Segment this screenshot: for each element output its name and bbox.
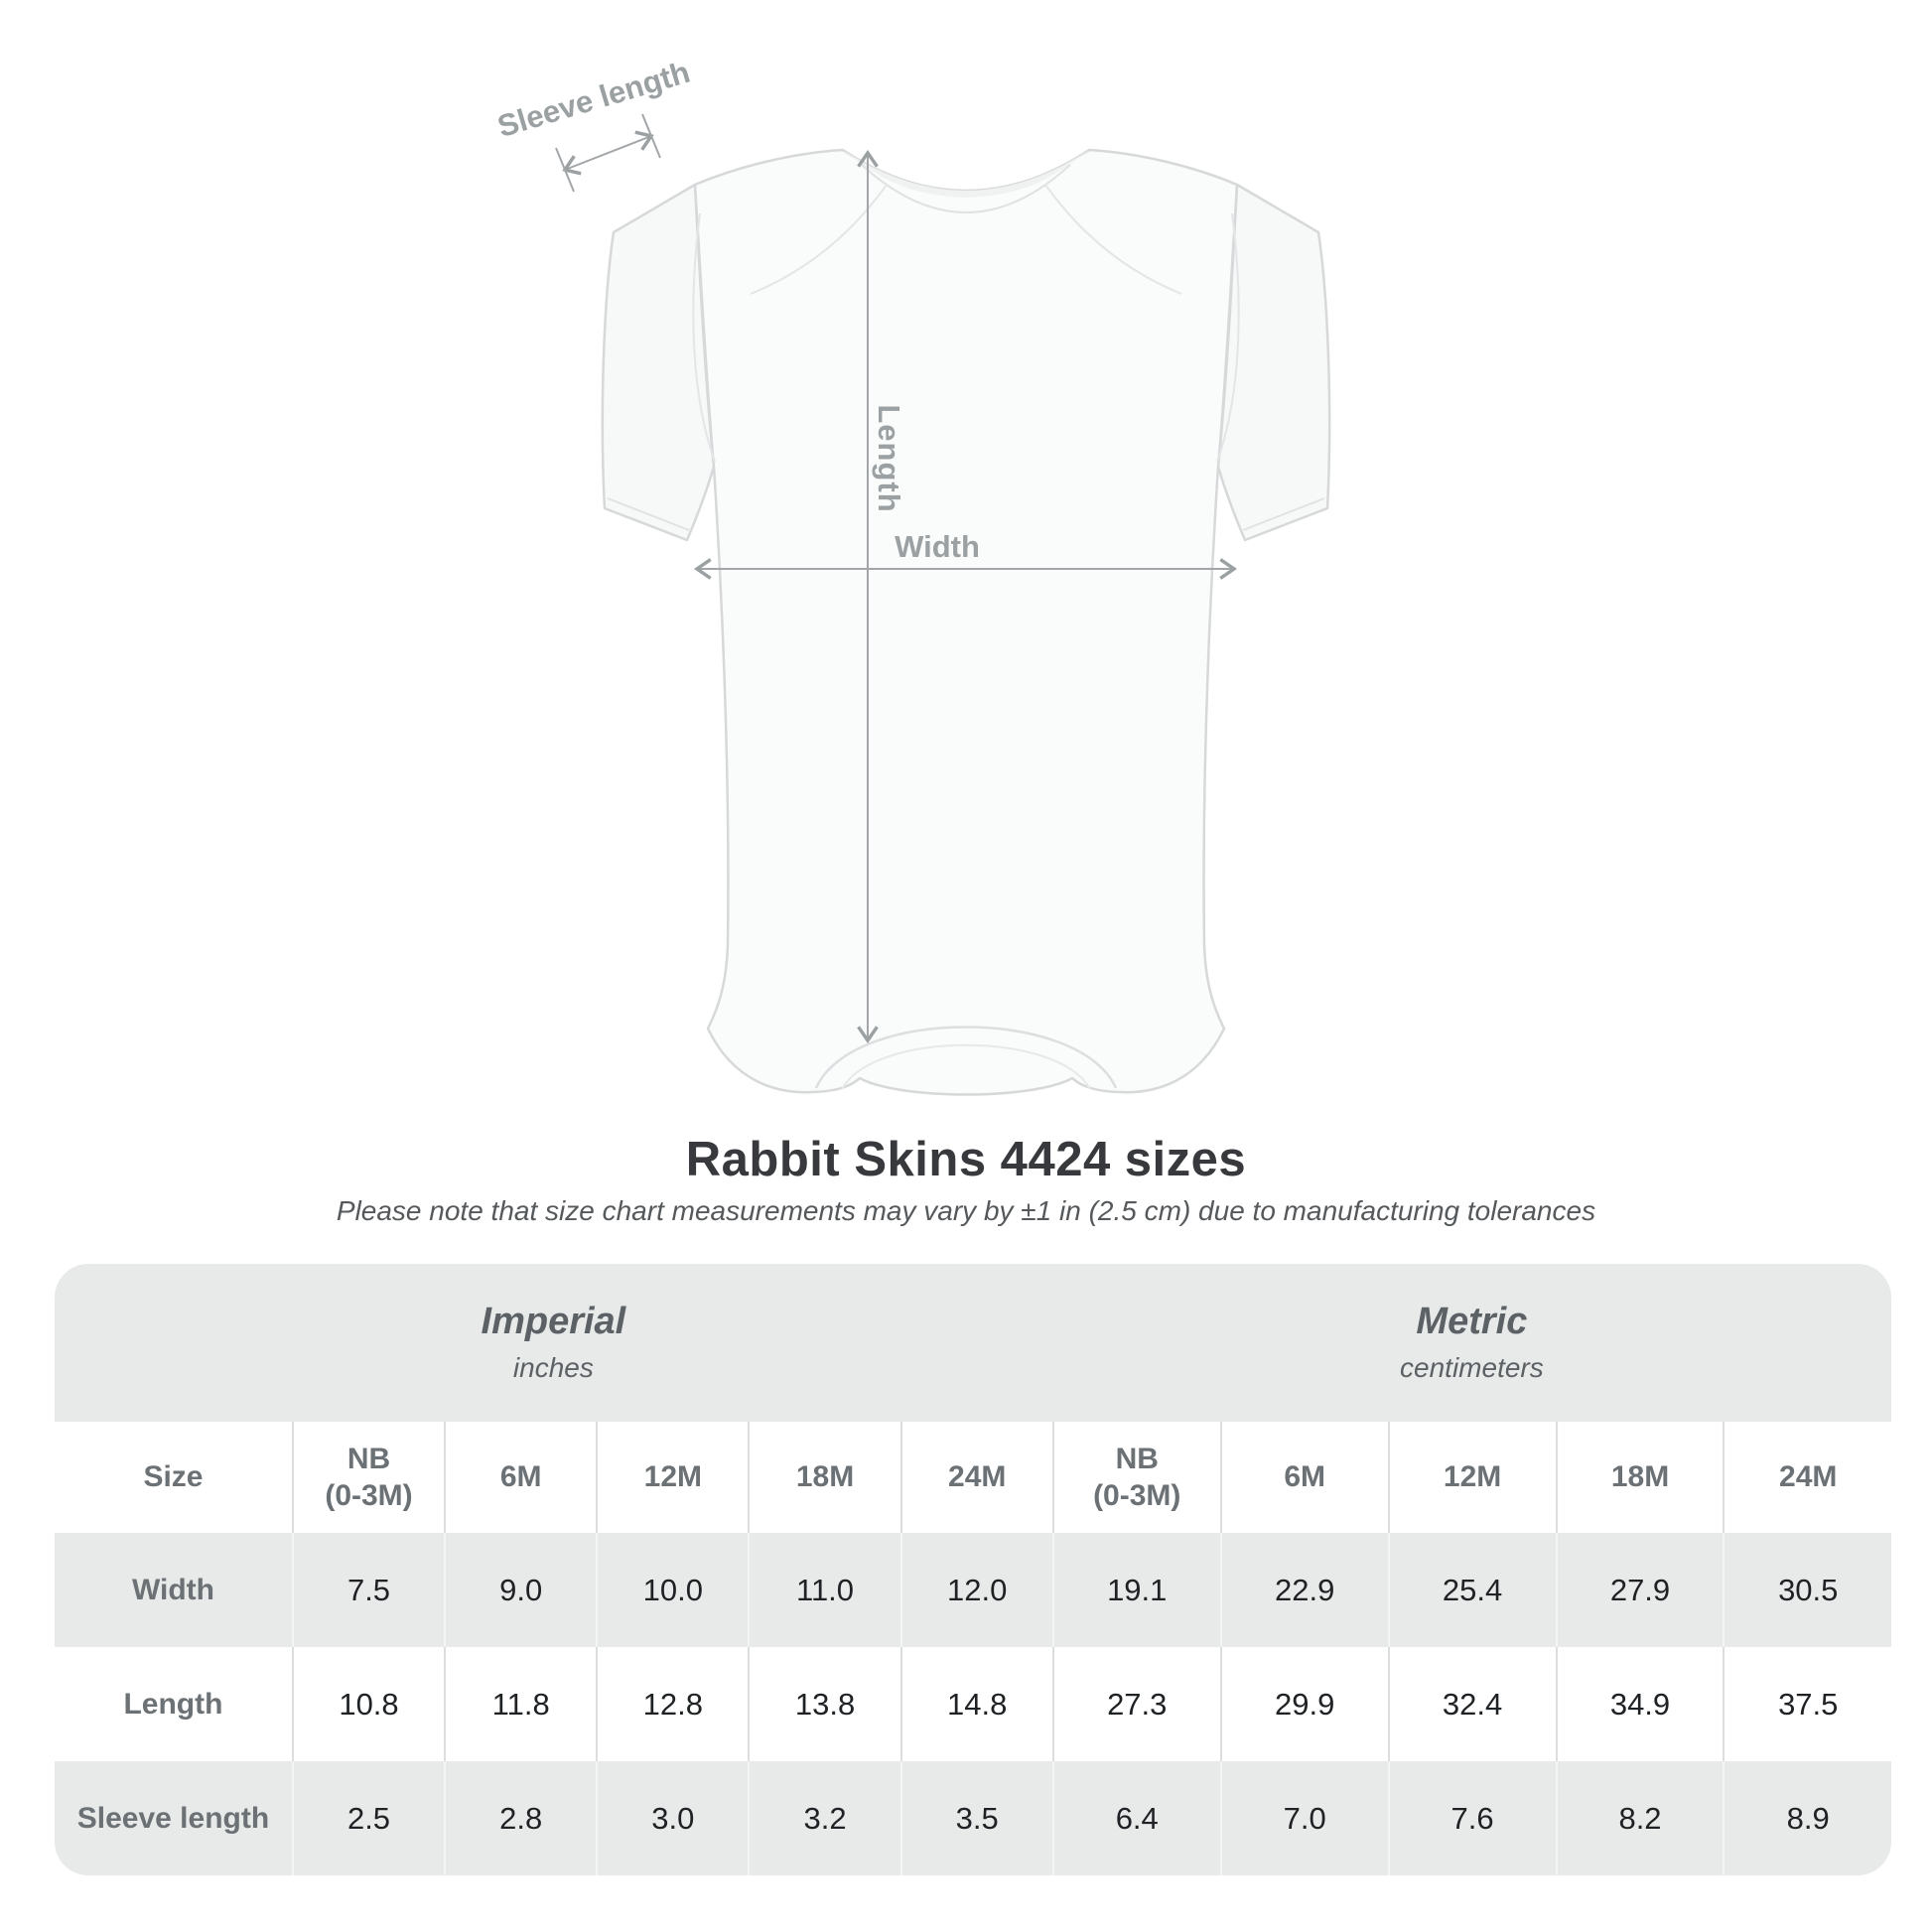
imperial-label: Imperial <box>481 1301 626 1343</box>
column-header-24m-imperial: 24M <box>899 1422 1052 1533</box>
table-row-width: Width 7.5 9.0 10.0 11.0 12.0 19.1 22.9 2… <box>55 1533 1891 1647</box>
onesie-measurement-diagram: Sleeve length Length Width <box>493 55 1331 1096</box>
sleeve-24m-imperial: 3.5 <box>899 1761 1052 1875</box>
length-18m-metric: 34.9 <box>1555 1647 1724 1761</box>
column-header-6m-metric: 6M <box>1219 1422 1388 1533</box>
column-header-24m-metric: 24M <box>1723 1422 1891 1533</box>
right-armhole-seam <box>1216 212 1240 463</box>
sleeve-nb-imperial: 2.5 <box>291 1761 445 1875</box>
row-label-sleeve-length: Sleeve length <box>55 1761 292 1875</box>
column-header-nb-imperial: NB (0-3M) <box>291 1422 445 1533</box>
left-cuff-trim <box>607 497 690 531</box>
page-title: Rabbit Skins 4424 sizes <box>685 1133 1247 1186</box>
sleeve-12m-metric: 7.6 <box>1387 1761 1556 1875</box>
sleeve-6m-imperial: 2.8 <box>444 1761 597 1875</box>
column-header-12m-metric: 12M <box>1387 1422 1556 1533</box>
metric-label: Metric <box>1416 1301 1528 1343</box>
width-24m-imperial: 12.0 <box>899 1533 1052 1647</box>
width-24m-metric: 30.5 <box>1723 1533 1891 1647</box>
onesie-illustration <box>601 148 1331 1096</box>
width-18m-imperial: 11.0 <box>748 1533 900 1647</box>
tolerance-note: Please note that size chart measurements… <box>336 1195 1596 1226</box>
length-24m-metric: 37.5 <box>1723 1647 1891 1761</box>
collar-seam <box>861 164 1071 213</box>
sleeve-24m-metric: 8.9 <box>1723 1761 1891 1875</box>
sleeve-length-tick-right <box>641 113 661 159</box>
width-6m-metric: 22.9 <box>1219 1533 1388 1647</box>
sleeve-length-label: Sleeve length <box>493 55 694 144</box>
length-24m-imperial: 14.8 <box>899 1647 1052 1761</box>
length-12m-imperial: 12.8 <box>596 1647 749 1761</box>
width-12m-metric: 25.4 <box>1387 1533 1556 1647</box>
row-label-length: Length <box>55 1647 292 1761</box>
column-header-nb-metric: NB (0-3M) <box>1051 1422 1220 1533</box>
sleeve-6m-metric: 7.0 <box>1219 1761 1388 1875</box>
length-nb-imperial: 10.8 <box>291 1647 445 1761</box>
sleeve-12m-imperial: 3.0 <box>596 1761 749 1875</box>
sleeve-length-arrow <box>562 130 654 176</box>
column-header-18m-imperial: 18M <box>748 1422 900 1533</box>
length-nb-metric: 27.3 <box>1051 1647 1220 1761</box>
imperial-sublabel: inches <box>512 1351 594 1383</box>
metric-sublabel: centimeters <box>1400 1351 1544 1383</box>
size-table: Imperial inches Metric centimeters Size … <box>55 1264 1891 1875</box>
width-nb-metric: 19.1 <box>1051 1533 1220 1647</box>
sleeve-18m-metric: 8.2 <box>1555 1761 1724 1875</box>
measurement-annotations <box>555 113 1238 1044</box>
length-6m-metric: 29.9 <box>1219 1647 1388 1761</box>
width-18m-metric: 27.9 <box>1555 1533 1724 1647</box>
width-label: Width <box>895 529 980 564</box>
column-header-row: Size NB (0-3M) 6M 12M 18M 24M NB (0-3M) … <box>55 1422 1891 1533</box>
torso <box>693 148 1239 1096</box>
crotch-flap-inner-seam <box>841 1043 1091 1090</box>
length-12m-metric: 32.4 <box>1387 1647 1556 1761</box>
unit-band-metric: Metric centimeters <box>1051 1264 1891 1422</box>
column-header-18m-metric: 18M <box>1555 1422 1724 1533</box>
right-cuff-trim <box>1242 497 1325 531</box>
left-armhole-seam <box>692 212 716 463</box>
sleeve-length-tick-left <box>555 147 575 193</box>
length-label: Length <box>872 404 906 512</box>
width-nb-imperial: 7.5 <box>291 1533 445 1647</box>
length-6m-imperial: 11.8 <box>444 1647 597 1761</box>
width-12m-imperial: 10.0 <box>596 1533 749 1647</box>
sleeve-nb-metric: 6.4 <box>1051 1761 1220 1875</box>
table-row-sleeve-length: Sleeve length 2.5 2.8 3.0 3.2 3.5 6.4 7.… <box>55 1761 1891 1875</box>
sleeve-18m-imperial: 3.2 <box>748 1761 900 1875</box>
width-6m-imperial: 9.0 <box>444 1533 597 1647</box>
column-header-12m-imperial: 12M <box>596 1422 749 1533</box>
column-header-6m-imperial: 6M <box>444 1422 597 1533</box>
crotch-flap-seam <box>814 1026 1118 1089</box>
unit-band-row: Imperial inches Metric centimeters <box>55 1264 1891 1422</box>
unit-band-imperial: Imperial inches <box>55 1264 1052 1422</box>
neckline-shading <box>843 150 1089 198</box>
table-row-length: Length 10.8 11.8 12.8 13.8 14.8 27.3 29.… <box>55 1647 1891 1761</box>
length-18m-imperial: 13.8 <box>748 1647 900 1761</box>
size-column-header: Size <box>55 1422 292 1533</box>
row-label-width: Width <box>55 1533 292 1647</box>
right-lap-seam <box>1044 184 1182 295</box>
